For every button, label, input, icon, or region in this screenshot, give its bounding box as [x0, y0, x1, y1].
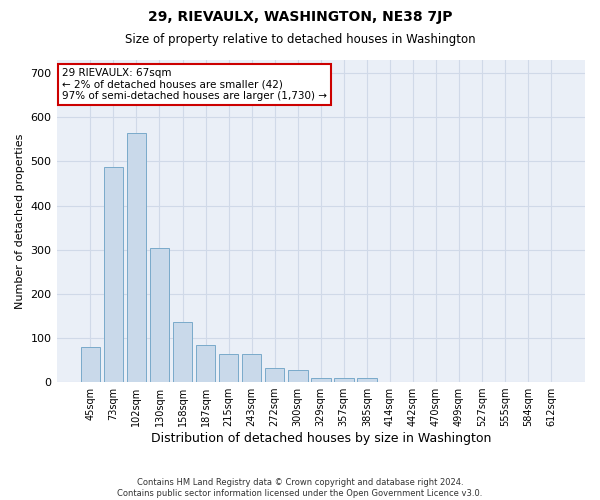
Text: Size of property relative to detached houses in Washington: Size of property relative to detached ho…	[125, 32, 475, 46]
Bar	[311, 378, 331, 382]
Bar	[173, 322, 193, 382]
Bar	[104, 167, 123, 382]
X-axis label: Distribution of detached houses by size in Washington: Distribution of detached houses by size …	[151, 432, 491, 445]
Bar	[149, 248, 169, 382]
Bar	[196, 344, 215, 382]
Y-axis label: Number of detached properties: Number of detached properties	[15, 134, 25, 308]
Bar	[357, 378, 377, 382]
Text: 29, RIEVAULX, WASHINGTON, NE38 7JP: 29, RIEVAULX, WASHINGTON, NE38 7JP	[148, 10, 452, 24]
Bar	[265, 368, 284, 382]
Bar	[242, 354, 262, 382]
Bar	[288, 370, 308, 382]
Bar	[80, 347, 100, 382]
Bar	[334, 378, 353, 382]
Text: Contains HM Land Registry data © Crown copyright and database right 2024.
Contai: Contains HM Land Registry data © Crown c…	[118, 478, 482, 498]
Bar	[219, 354, 238, 382]
Bar	[127, 133, 146, 382]
Text: 29 RIEVAULX: 67sqm
← 2% of detached houses are smaller (42)
97% of semi-detached: 29 RIEVAULX: 67sqm ← 2% of detached hous…	[62, 68, 327, 102]
